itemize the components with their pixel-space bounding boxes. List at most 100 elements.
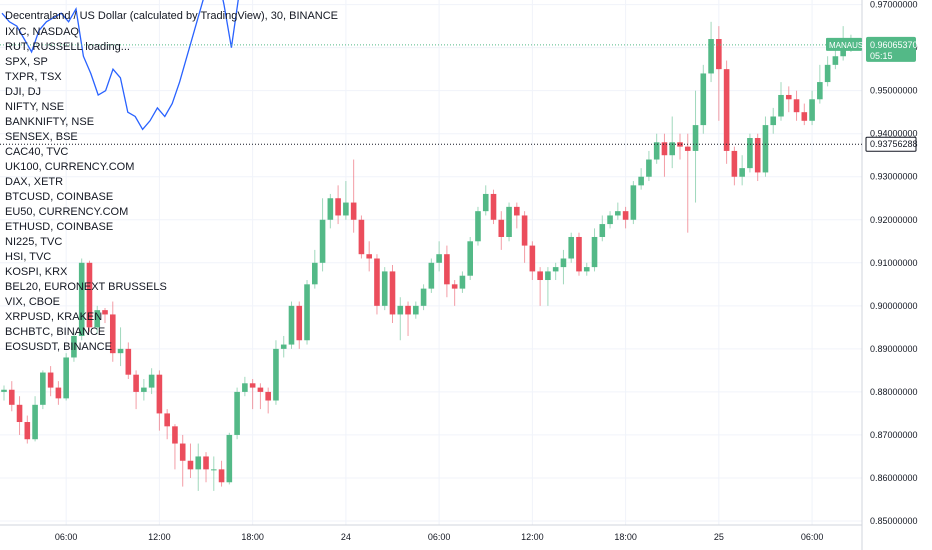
candle[interactable] [381,267,388,311]
candle[interactable] [552,262,559,281]
overlay-symbol[interactable]: EU50, CURRENCY.COM [5,206,129,218]
candle[interactable] [273,340,279,405]
candle[interactable] [576,232,582,276]
candle[interactable] [653,133,660,164]
candle[interactable] [754,133,761,182]
candle[interactable] [102,307,108,324]
overlay-symbol[interactable]: CAC40, TVC [5,146,69,158]
candle[interactable] [312,249,318,289]
candle[interactable] [187,443,194,478]
candle[interactable] [249,378,256,410]
candle[interactable] [55,381,62,405]
candle[interactable] [817,64,823,104]
candle[interactable] [265,387,271,414]
candle[interactable] [708,21,714,83]
candle[interactable] [288,301,295,349]
candle[interactable] [622,206,629,229]
overlay-symbol[interactable]: XRPUSD, KRAKEN [5,311,103,323]
candle[interactable] [1,385,7,401]
candle[interactable] [545,267,551,306]
candle[interactable] [257,383,264,410]
candle[interactable] [599,215,606,242]
candle[interactable] [413,301,419,319]
candle[interactable] [148,368,155,395]
candle[interactable] [669,116,676,169]
candle[interactable] [343,181,349,220]
overlay-symbol[interactable]: BTCUSD, COINBASE [5,191,114,203]
candle[interactable] [133,370,139,410]
overlay-symbol[interactable]: UK100, CURRENCY.COM [5,161,135,173]
candle[interactable] [71,331,77,362]
candle[interactable] [521,211,528,263]
candle[interactable] [793,90,800,121]
candle[interactable] [242,376,248,397]
candle[interactable] [630,181,637,225]
candle[interactable] [723,60,730,164]
candle[interactable] [296,301,303,349]
candle[interactable] [420,284,427,311]
candle[interactable] [514,202,520,229]
candle[interactable] [210,456,217,491]
candle[interactable] [436,241,442,272]
candle[interactable] [86,260,93,332]
overlay-symbol[interactable]: BCHBTC, BINANCE [5,326,106,338]
candle[interactable] [172,424,178,470]
candle[interactable] [832,47,839,70]
candle[interactable] [661,133,668,177]
overlay-symbol[interactable]: NIFTY, NSE [5,101,65,113]
candle[interactable] [397,297,404,341]
overlay-symbol[interactable]: SENSEX, BSE [5,131,78,143]
candle[interactable] [731,146,738,186]
candle[interactable] [607,211,613,229]
candle[interactable] [40,370,46,410]
candle[interactable] [234,387,240,440]
candle[interactable] [280,335,287,358]
overlay-symbol[interactable]: HSI, TVC [5,251,52,263]
candle[interactable] [125,342,132,379]
candle[interactable] [164,409,170,440]
candle[interactable] [444,245,450,298]
candle[interactable] [801,103,808,126]
candle[interactable] [32,396,38,442]
candle[interactable] [141,378,147,401]
candle[interactable] [319,198,326,272]
overlay-symbol[interactable]: SPX, SP [5,56,48,68]
overlay-symbol[interactable]: RUT, RUSSELL loading... [5,41,130,53]
candle[interactable] [94,305,101,334]
candle[interactable] [203,452,209,483]
candle[interactable] [615,202,621,220]
candle[interactable] [646,150,652,182]
overlay-symbol[interactable]: TXPR, TSX [5,71,62,83]
candle[interactable] [785,86,792,113]
candle[interactable] [405,301,411,336]
candle[interactable] [459,271,466,293]
overlay-symbol[interactable]: VIX, CBOE [5,296,61,308]
overlay-symbol[interactable]: IXIC, NASDAQ [5,26,79,38]
candle[interactable] [560,249,567,285]
candle[interactable] [428,258,435,293]
candle[interactable] [218,460,225,487]
candle[interactable] [24,415,31,444]
candle[interactable] [16,396,23,435]
candle[interactable] [467,236,473,281]
overlay-symbol[interactable]: KOSPI, KRX [5,266,68,278]
candle[interactable] [677,133,683,160]
candle[interactable] [739,155,745,186]
candle[interactable] [78,258,85,341]
candle[interactable] [156,370,163,431]
candle[interactable] [109,301,116,362]
overlay-symbol[interactable]: BANKNIFTY, NSE [5,116,95,128]
candle[interactable] [824,56,831,87]
candle[interactable] [482,185,489,216]
candle[interactable] [8,381,15,412]
candle[interactable] [63,353,69,401]
candle[interactable] [591,228,598,272]
candle[interactable] [537,267,543,306]
candle[interactable] [778,82,784,121]
candle[interactable] [490,189,497,225]
candle[interactable] [179,434,186,487]
overlay-symbol[interactable]: DJI, DJ [5,86,42,98]
candle[interactable] [770,107,777,134]
candle[interactable] [366,241,372,272]
